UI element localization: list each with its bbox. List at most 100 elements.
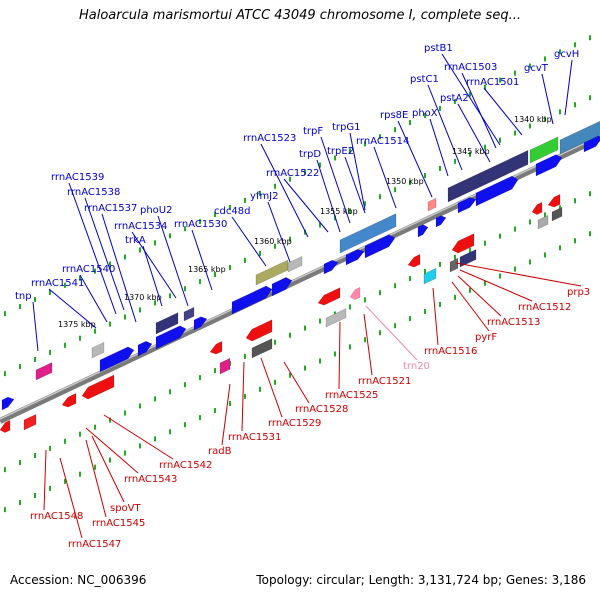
reverse-cds-8[interactable] [531,201,543,215]
feature-block-5[interactable] [155,312,179,335]
forward-cds-4[interactable] [193,316,208,331]
gene-label-reverse[interactable]: rrnAC1513 [487,317,540,328]
feature-block-7[interactable] [447,150,529,203]
feature-block-17[interactable] [537,214,549,230]
reverse-cds-4[interactable] [245,319,273,342]
gene-label-forward[interactable]: pstC1 [410,74,439,85]
gene-label-forward[interactable]: gcvT [524,63,549,74]
gene-label-forward[interactable]: yfmJ2 [250,191,279,202]
gene-label-reverse[interactable]: rrnAC1531 [228,432,281,443]
feature-block-9[interactable] [559,119,600,155]
gene-label-forward[interactable]: rrnAC1514 [356,136,409,147]
forward-cds-9[interactable] [364,234,396,259]
gene-label-forward[interactable]: rrnAC1538 [67,187,120,198]
gene-label-reverse[interactable]: rrnAC1512 [518,302,571,313]
gene-label-forward[interactable]: rrnAC1540 [62,264,115,275]
tick-mid-forward [49,349,51,355]
forward-cds-12[interactable] [457,197,477,214]
reverse-cds-7[interactable] [451,233,475,254]
gene-label-forward[interactable]: rrnAC1537 [84,203,137,214]
reverse-cds-3[interactable] [209,340,223,355]
gene-label-forward[interactable]: rrnAC1522 [266,168,319,179]
gene-label-reverse[interactable]: rrnAC1548 [30,511,83,522]
tick-outer-reverse [124,450,126,456]
gene-label-reverse[interactable]: rrnAC1521 [358,376,411,387]
gene-label-reverse[interactable]: rrnAC1543 [124,474,177,485]
forward-cds-8[interactable] [345,249,365,266]
forward-cds-11[interactable] [435,215,447,228]
gene-label-forward[interactable]: tnp [15,291,32,302]
feature-block-11[interactable] [219,357,231,375]
reverse-cds-2[interactable] [81,374,115,400]
reverse-cds-5[interactable] [317,287,341,306]
gene-label-forward[interactable]: rrnAC1523 [243,133,296,144]
reverse-cds-6[interactable] [407,253,421,268]
feature-block-4[interactable] [339,213,397,254]
feature-block-18[interactable] [551,206,563,222]
trna-trn20[interactable] [349,286,361,300]
feature-block-12[interactable] [251,338,273,359]
feature-block-0[interactable] [35,362,53,381]
forward-cds-10[interactable] [417,224,429,238]
gene-label-reverse[interactable]: spoVT [110,503,142,514]
gene-label-forward[interactable]: phoU2 [140,205,173,216]
gene-label-forward[interactable]: trkA [125,235,146,246]
gene-label-reverse[interactable]: rrnAC1542 [159,460,212,471]
gene-label-forward[interactable]: trpD [299,149,321,160]
gene-label-forward[interactable]: rrnAC1534 [114,221,167,232]
gene-label-forward[interactable]: trpE2 [327,146,354,157]
forward-cds-1[interactable] [99,346,135,373]
feature-block-8[interactable] [529,136,559,164]
gene-label-reverse[interactable]: radB [208,446,232,457]
forward-cds-14[interactable] [535,154,563,177]
gene-label-reverse[interactable]: rrnAC1529 [268,418,321,429]
reverse-cds-9[interactable] [547,193,561,208]
tick-mid-forward [409,180,411,186]
feature-block-6[interactable] [183,306,195,322]
feature-block-15[interactable] [449,257,459,273]
forward-cds-7[interactable] [323,259,339,275]
ruler-label: 1370 kbp [124,293,162,302]
gene-label-forward[interactable]: rrnAC1501 [466,77,519,88]
gene-label-forward[interactable]: rrnAC1539 [51,172,104,183]
feature-block-13[interactable] [325,308,347,328]
forward-cds-2[interactable] [137,340,153,357]
gene-label-forward[interactable]: rrnAC1503 [444,62,497,73]
gene-label-forward[interactable]: rrnAC1530 [174,219,227,230]
gene-label-reverse[interactable]: rrnAC1545 [92,518,145,529]
gene-label-forward[interactable]: rrnAC1541 [31,278,84,289]
gene-label-forward[interactable]: gcvH [554,49,579,60]
feature-block-14[interactable] [423,267,437,285]
gene-label-forward[interactable]: pstA2 [440,93,469,104]
gene-label-forward[interactable]: pstB1 [424,43,453,54]
gene-label-forward[interactable]: cdc48d [214,206,250,217]
feature-block-10[interactable] [427,197,437,212]
tick-mid-reverse [199,375,201,381]
feature-block-19[interactable] [23,413,37,431]
label-leaders [32,53,582,539]
forward-cds-6[interactable] [271,277,293,297]
gene-label-forward[interactable]: trpG1 [332,122,361,133]
gene-label-reverse[interactable]: rrnAC1516 [424,346,477,357]
feature-block-3[interactable] [287,256,303,273]
gene-label-forward[interactable]: rps8E [380,110,408,121]
gene-label-reverse[interactable]: rrnAC1528 [295,404,348,415]
gene-label-forward[interactable]: trpF [303,126,323,137]
gene-label-reverse[interactable]: rrnAC1547 [68,539,121,550]
gene-label-reverse[interactable]: pyrF [475,332,497,343]
reverse-cds-0[interactable] [0,419,11,433]
feature-block-1[interactable] [91,341,105,359]
tick-mid-reverse [394,283,396,289]
forward-cds-3[interactable] [155,325,187,350]
reverse-cds-1[interactable] [61,393,77,408]
tick-mid-reverse [64,438,66,444]
forward-cds-5[interactable] [231,285,273,315]
tick-outer-reverse [244,393,246,399]
gene-label-reverse[interactable]: rrnAC1525 [325,390,378,401]
forward-cds-0[interactable] [1,396,15,411]
gene-label-reverse[interactable]: trn20 [403,361,430,372]
forward-cds-13[interactable] [475,175,519,207]
gene-label-reverse[interactable]: prp3 [567,287,590,298]
gene-label-forward[interactable]: phoX [412,108,438,119]
